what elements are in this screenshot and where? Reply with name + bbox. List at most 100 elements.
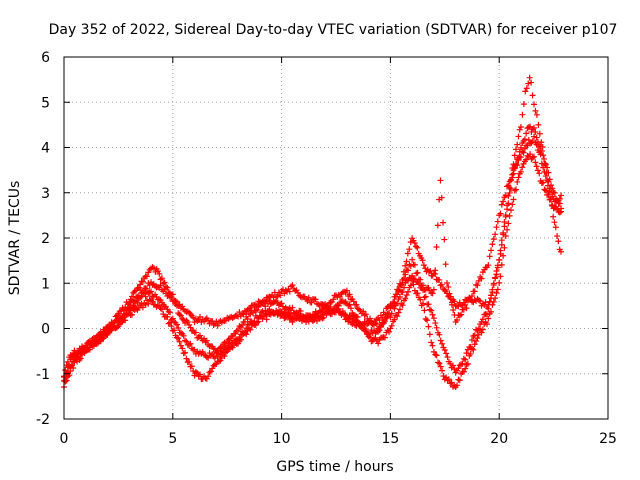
data-point	[411, 261, 418, 268]
data-point	[414, 290, 421, 297]
data-point	[454, 316, 461, 323]
data-point	[211, 346, 218, 353]
data-point	[493, 290, 500, 297]
data-point	[119, 315, 126, 322]
data-point	[430, 315, 437, 322]
data-point	[422, 315, 429, 322]
data-point	[447, 295, 454, 302]
data-point	[203, 354, 210, 361]
data-point	[354, 314, 361, 321]
x-tick-label: 20	[490, 431, 508, 447]
data-point	[534, 138, 541, 145]
data-point	[469, 293, 475, 300]
data-point	[157, 282, 164, 289]
data-point	[469, 336, 475, 343]
data-point	[395, 309, 402, 316]
data-point	[485, 315, 492, 322]
data-point	[479, 316, 486, 323]
data-point	[297, 308, 304, 315]
data-point	[514, 162, 521, 169]
data-point	[186, 309, 193, 316]
data-point	[161, 286, 168, 293]
data-point	[401, 275, 407, 282]
data-point	[536, 130, 543, 137]
data-point	[445, 376, 452, 383]
data-point	[459, 360, 466, 367]
data-point	[542, 161, 549, 168]
data-point	[150, 265, 157, 272]
data-point	[534, 167, 541, 174]
data-point	[531, 153, 538, 160]
data-point	[245, 321, 252, 328]
data-point	[552, 224, 559, 231]
data-point	[133, 305, 140, 312]
data-point	[413, 243, 420, 250]
data-point	[131, 303, 138, 310]
data-point	[430, 348, 437, 355]
data-point	[498, 261, 505, 268]
grid	[64, 57, 608, 419]
data-point	[175, 325, 182, 332]
data-point	[199, 348, 206, 355]
data-point	[346, 291, 353, 298]
y-tick-label: 0	[41, 322, 50, 338]
data-point	[456, 377, 463, 384]
data-point	[148, 288, 155, 295]
data-point	[527, 151, 534, 158]
data-point	[458, 311, 465, 318]
data-point	[173, 321, 180, 328]
data-point	[432, 351, 439, 358]
data-point	[474, 282, 481, 289]
data-point	[531, 133, 538, 140]
x-tick-label: 10	[273, 431, 291, 447]
data-point	[463, 361, 470, 368]
data-point	[521, 136, 528, 143]
data-point	[361, 312, 368, 319]
data-point	[70, 365, 77, 372]
data-point	[192, 329, 199, 336]
x-tick-label: 5	[168, 431, 177, 447]
data-point	[555, 238, 562, 245]
data-point	[514, 141, 521, 148]
data-point	[440, 219, 447, 226]
data-point	[550, 213, 557, 220]
data-point	[450, 306, 457, 313]
data-point	[515, 157, 522, 164]
data-point	[168, 294, 175, 301]
data-point	[523, 156, 530, 163]
data-point	[294, 289, 301, 296]
data-point	[507, 185, 514, 192]
data-point	[191, 319, 198, 326]
data-point	[545, 178, 552, 185]
data-point	[396, 306, 403, 313]
data-point	[545, 191, 552, 198]
data-point	[462, 301, 469, 308]
data-point	[206, 369, 213, 376]
data-point	[330, 307, 337, 314]
data-point	[188, 363, 195, 370]
data-point	[502, 213, 509, 220]
data-point	[511, 165, 518, 172]
data-point	[157, 305, 164, 312]
data-point	[489, 241, 496, 248]
data-point	[420, 282, 427, 289]
data-point	[439, 340, 446, 347]
data-point	[485, 305, 492, 312]
data-point	[425, 268, 432, 275]
data-point	[533, 134, 540, 141]
data-point	[535, 121, 542, 128]
data-point	[504, 226, 511, 233]
data-point	[182, 349, 189, 356]
axes: 0 5 10 15 20 25 -2 -1 0 1 2 3 4 5 6	[36, 50, 617, 447]
data-point	[330, 296, 337, 303]
data-point	[124, 311, 131, 318]
data-point	[517, 154, 524, 161]
data-point	[512, 186, 519, 193]
data-point	[549, 193, 556, 200]
data-point	[149, 281, 156, 288]
data-point	[372, 329, 379, 336]
data-point	[63, 377, 70, 384]
data-point	[152, 268, 159, 275]
data-point	[462, 356, 469, 363]
data-point	[360, 324, 367, 331]
